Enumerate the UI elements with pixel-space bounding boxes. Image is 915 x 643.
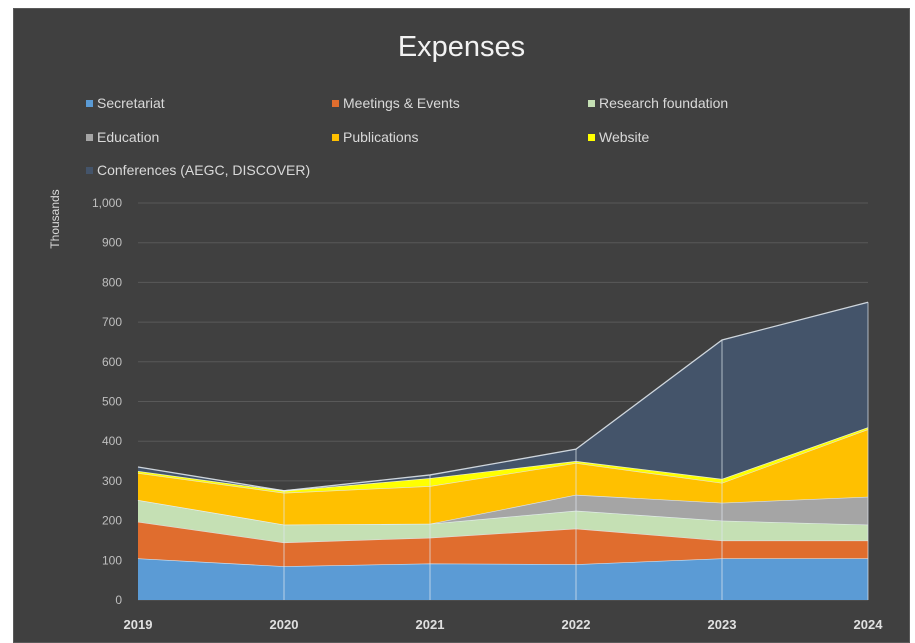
y-tick-label: 500 [102,395,122,409]
legend-label: Conferences (AEGC, DISCOVER) [97,162,311,178]
legend-label: Research foundation [599,95,729,111]
area-series-2 [138,499,868,543]
y-tick-label: 800 [102,275,122,289]
legend-swatch [86,99,93,107]
area-series-1 [138,521,868,567]
legend-swatch [86,166,93,174]
legend-swatch [332,133,339,141]
x-tick-label: 2024 [854,617,884,632]
legend-label: Publications [343,129,419,145]
legend-swatch [588,133,595,141]
legend-label: Website [599,129,650,145]
series-top-line-6 [137,301,869,492]
area-series-0 [138,558,868,600]
y-tick-label: 300 [102,474,122,488]
x-tick-label: 2023 [708,617,737,632]
x-tick-label: 2021 [416,617,445,632]
x-tick-label: 2020 [270,617,299,632]
legend-label: Meetings & Events [343,95,460,111]
y-tick-label: 0 [115,593,122,607]
area-series-6 [138,302,868,491]
legend-item: Publications [332,129,419,145]
legend-swatch [86,133,93,141]
y-tick-label: 700 [102,315,122,329]
y-tick-label: 400 [102,434,122,448]
y-tick-label: 200 [102,514,122,528]
legend-label: Education [97,129,160,145]
x-tick-label: 2019 [124,617,153,632]
legend-label: Secretariat [97,95,165,111]
area-series-5 [138,427,868,493]
y-tick-label: 900 [102,236,122,250]
legend-item: Meetings & Events [332,95,460,111]
legend-swatch [588,99,595,107]
legend-item: Education [86,129,159,145]
y-tick-label: 600 [102,355,122,369]
chart-title: Expenses [397,31,526,63]
y-tick-label: 1,000 [92,196,122,210]
y-tick-label: 100 [102,553,122,567]
legend-item: Research foundation [588,95,728,111]
area-series-4 [138,429,868,525]
legend-item: Website [588,129,649,145]
legend-item: Conferences (AEGC, DISCOVER) [86,162,310,178]
x-tick-label: 2022 [562,617,591,632]
legend-item: Secretariat [86,95,165,111]
legend-swatch [332,99,339,107]
